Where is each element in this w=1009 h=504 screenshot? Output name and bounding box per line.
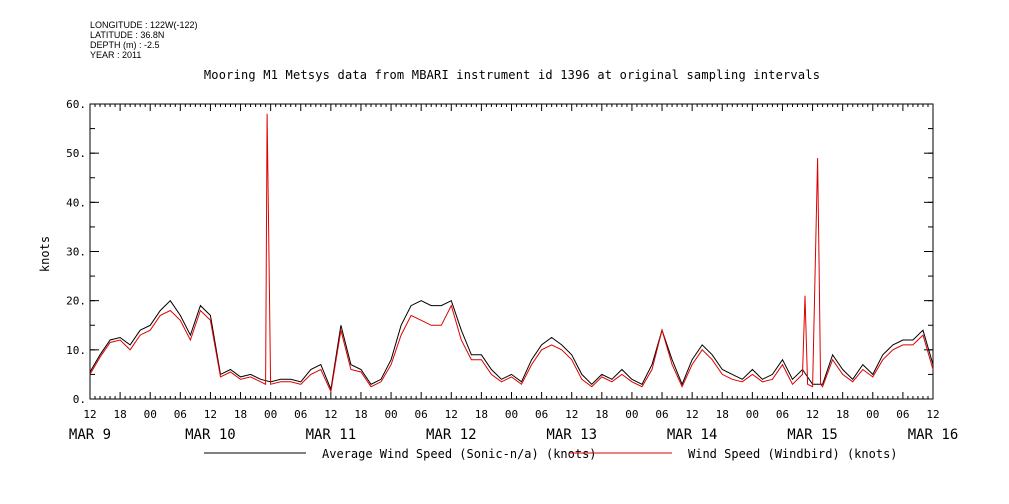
x-hour-label: 12 [686, 408, 699, 421]
y-tick-label: 60. [66, 98, 86, 111]
x-hour-label: 18 [475, 408, 488, 421]
x-hour-label: 06 [174, 408, 187, 421]
x-hour-label: 18 [595, 408, 608, 421]
legend-label-windbird: Wind Speed (Windbird) (knots) [688, 447, 898, 461]
x-hour-label: 00 [746, 408, 759, 421]
x-date-label: MAR 15 [787, 427, 838, 443]
x-hour-label: 18 [113, 408, 126, 421]
x-hour-label: 00 [144, 408, 157, 421]
year-text: YEAR : 2011 [90, 50, 142, 60]
x-hour-label: 12 [445, 408, 458, 421]
y-tick-label: 10. [66, 344, 86, 357]
y-axis: 0. 10. 20. 30. 40. 50. 60. [66, 98, 933, 406]
depth-text: DEPTH (m) : -2.5 [90, 40, 160, 50]
x-date-label: MAR 12 [426, 427, 477, 443]
legend: Average Wind Speed (Sonic-n/a) (knots) W… [204, 447, 898, 461]
y-tick-label: 30. [66, 246, 86, 259]
x-hour-label: 06 [896, 408, 909, 421]
x-hour-label: 12 [324, 408, 337, 421]
x-hour-label: 18 [234, 408, 247, 421]
x-hour-label: 06 [415, 408, 428, 421]
x-hour-label: 12 [83, 408, 96, 421]
x-hour-label: 18 [836, 408, 849, 421]
series-line-average-wind-speed [89, 299, 934, 392]
x-hour-label: 00 [505, 408, 518, 421]
x-hour-label: 00 [384, 408, 397, 421]
x-hour-label: 00 [866, 408, 879, 421]
x-hour-label: 00 [625, 408, 638, 421]
x-hour-label: 06 [776, 408, 789, 421]
y-tick-label: 40. [66, 196, 86, 209]
legend-label-average: Average Wind Speed (Sonic-n/a) (knots) [322, 447, 597, 461]
x-date-label: MAR 16 [908, 427, 959, 443]
series-group [89, 113, 934, 394]
x-hour-label: 18 [354, 408, 367, 421]
x-hour-label: 12 [565, 408, 578, 421]
y-tick-label: 20. [66, 295, 86, 308]
x-date-label: MAR 11 [306, 427, 357, 443]
metadata-block: LONGITUDE : 122W(-122) LATITUDE : 36.8N … [90, 20, 198, 60]
longitude-text: LONGITUDE : 122W(-122) [90, 20, 198, 30]
x-hour-label: 06 [655, 408, 668, 421]
latitude-text: LATITUDE : 36.8N [90, 30, 165, 40]
x-date-label: MAR 9 [69, 427, 111, 443]
x-hour-label: 06 [535, 408, 548, 421]
chart-title: Mooring M1 Metsys data from MBARI instru… [203, 68, 821, 82]
y-axis-label: knots [38, 236, 52, 272]
x-hour-label: 12 [806, 408, 819, 421]
x-date-label: MAR 10 [185, 427, 236, 443]
x-hour-label: 12 [204, 408, 217, 421]
x-hour-label: 06 [294, 408, 307, 421]
x-axis: 12 18 00 06 12 18 00 06 12 18 00 06 12 18 00 06 12 18 00 06… [69, 104, 958, 443]
y-tick-label: 50. [66, 147, 86, 160]
series-line-windbird-wind-speed [89, 113, 934, 394]
x-hour-label: 00 [264, 408, 277, 421]
x-date-label: MAR 13 [546, 427, 597, 443]
x-date-label: MAR 14 [667, 427, 718, 443]
y-tick-label: 0. [73, 393, 86, 406]
x-hour-label: 12 [926, 408, 939, 421]
x-hour-label: 18 [716, 408, 729, 421]
